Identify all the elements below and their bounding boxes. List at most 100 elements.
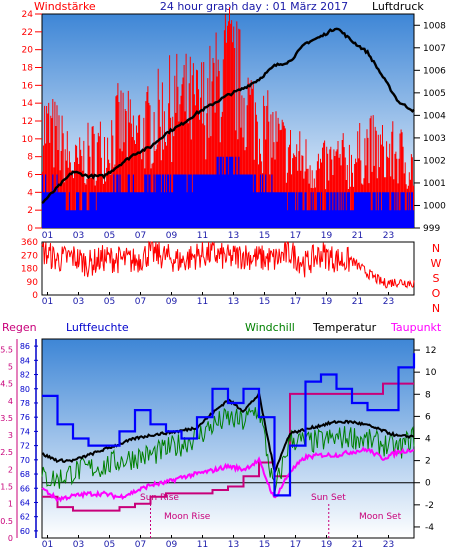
temperature-tick-label: 2 — [425, 457, 431, 467]
x-tick-label: 03 — [73, 297, 84, 307]
dewpoint-legend: Taupunkt — [390, 321, 442, 334]
x-tick-label: 23 — [383, 540, 394, 550]
rain-tick-label: 3.5 — [0, 414, 13, 423]
chart-title: 24 hour graph day : 01 März 2017 — [160, 0, 348, 13]
humidity-tick-label: 66 — [20, 484, 30, 493]
x-tick-label: 19 — [321, 540, 333, 550]
x-tick-label: 15 — [259, 231, 270, 241]
panel2-x-ticks: 01 03 05 07 09 11 13 15 17 19 21 23 — [42, 292, 394, 307]
wind-tick-label: 12 — [22, 117, 33, 127]
humidity-axis-title: Luftfeuchte — [66, 321, 129, 334]
x-tick-label: 17 — [290, 297, 301, 307]
x-tick-label: 07 — [135, 297, 146, 307]
rain-tick-label: 2 — [8, 465, 13, 474]
pressure-axis-ticks: 999 1000 1001 1002 1003 1004 1005 1006 1007 1008 — [414, 21, 446, 234]
x-tick-label: 05 — [104, 297, 115, 307]
rain-axis-title: Regen — [2, 321, 37, 334]
x-tick-label: 19 — [321, 297, 333, 307]
pressure-line — [41, 27, 415, 205]
x-tick-label: 07 — [135, 540, 146, 550]
x-tick-label: 09 — [166, 231, 178, 241]
temperature-tick-label: -2 — [425, 501, 434, 511]
pressure-tick-label: 1003 — [423, 134, 446, 144]
wind-axis-title: Windstärke — [34, 0, 96, 13]
x-tick-label: 23 — [383, 231, 394, 241]
temperature-tick-label: 12 — [425, 346, 436, 356]
humidity-tick-label: 80 — [20, 385, 30, 394]
pressure-tick-label: 1007 — [423, 44, 446, 54]
humidity-tick-label: 64 — [20, 498, 30, 507]
temperature-tick-label: 8 — [425, 390, 431, 400]
pressure-tick-label: 999 — [423, 224, 440, 234]
rain-tick-label: 2.5 — [0, 448, 13, 457]
pressure-tick-label: 1000 — [423, 201, 446, 211]
wind-tick-label: 6 — [27, 171, 33, 181]
pressure-series — [41, 27, 415, 205]
compass-label: N — [432, 242, 440, 255]
pressure-tick-label: 1004 — [423, 111, 446, 121]
wind-tick-label: 20 — [22, 46, 34, 56]
rain-tick-label: 4 — [8, 397, 13, 406]
pressure-tick-label: 1001 — [423, 179, 446, 189]
moon-set-label: Moon Set — [359, 512, 402, 522]
direction-tick-label: 180 — [21, 265, 38, 275]
wind-direction-line — [41, 240, 415, 289]
wind-tick-label: 22 — [22, 28, 33, 38]
x-tick-label: 03 — [73, 231, 84, 241]
humidity-tick-label: 70 — [20, 456, 30, 465]
compass-label: O — [432, 287, 441, 300]
sun-rise-label: Sun Rise — [140, 493, 179, 503]
temperature-tick-label: 4 — [425, 435, 431, 445]
humidity-tick-label: 78 — [20, 399, 30, 408]
rain-tick-label: 1 — [8, 500, 13, 509]
wind-tick-label: 10 — [22, 135, 34, 145]
x-tick-label: 23 — [383, 297, 394, 307]
rain-tick-label: 0.5 — [0, 517, 13, 526]
x-tick-label: 13 — [228, 231, 239, 241]
pressure-tick-label: 1006 — [423, 66, 446, 76]
x-tick-label: 13 — [228, 297, 239, 307]
compass-label: S — [433, 272, 440, 285]
humidity-tick-label: 82 — [20, 371, 30, 380]
dewpoint-line — [41, 446, 415, 503]
humidity-tick-label: 62 — [20, 513, 30, 522]
humidity-tick-label: 86 — [20, 342, 30, 351]
pressure-axis-title: Luftdruck — [372, 0, 424, 13]
humidity-tick-label: 84 — [20, 356, 30, 365]
wind-tick-label: 2 — [27, 206, 33, 216]
temperature-legend: Temperatur — [312, 321, 377, 334]
x-tick-label: 17 — [290, 231, 301, 241]
wind-tick-label: 8 — [27, 153, 33, 163]
temperature-tick-label: -4 — [425, 523, 434, 533]
temperature-humidity-series — [41, 353, 416, 538]
x-tick-label: 17 — [290, 540, 301, 550]
x-tick-label: 13 — [228, 540, 239, 550]
rain-tick-label: 1.5 — [0, 483, 13, 492]
direction-tick-label: 270 — [21, 251, 38, 261]
x-tick-label: 01 — [42, 297, 53, 307]
pressure-tick-label: 1002 — [423, 156, 446, 166]
pressure-tick-label: 1005 — [423, 89, 446, 99]
x-tick-label: 09 — [166, 540, 178, 550]
rain-axis-ticks: 0 0.5 1 1.5 2 2.5 3 3.5 4 4.5 5 5.5 — [0, 339, 18, 543]
panel3-x-ticks: 01 03 05 07 09 11 13 15 17 19 21 23 — [42, 535, 394, 550]
humidity-tick-label: 74 — [20, 427, 30, 436]
x-tick-label: 21 — [352, 540, 363, 550]
compass-label: N — [432, 302, 440, 315]
x-tick-label: 21 — [352, 231, 363, 241]
x-tick-label: 01 — [42, 231, 53, 241]
temperature-axis-ticks: -4 -2 0 2 4 6 8 10 12 — [414, 346, 437, 533]
temperature-tick-label: 6 — [425, 412, 431, 422]
x-tick-label: 01 — [42, 540, 53, 550]
x-tick-label: 09 — [166, 297, 178, 307]
x-tick-label: 07 — [135, 231, 146, 241]
x-tick-label: 11 — [197, 297, 208, 307]
pressure-tick-label: 1008 — [423, 21, 446, 31]
direction-axis-ticks: 0 90 180 270 360 — [21, 238, 38, 301]
wind-tick-label: 0 — [27, 224, 33, 234]
wind-tick-label: 24 — [22, 10, 34, 20]
humidity-tick-label: 76 — [20, 413, 30, 422]
